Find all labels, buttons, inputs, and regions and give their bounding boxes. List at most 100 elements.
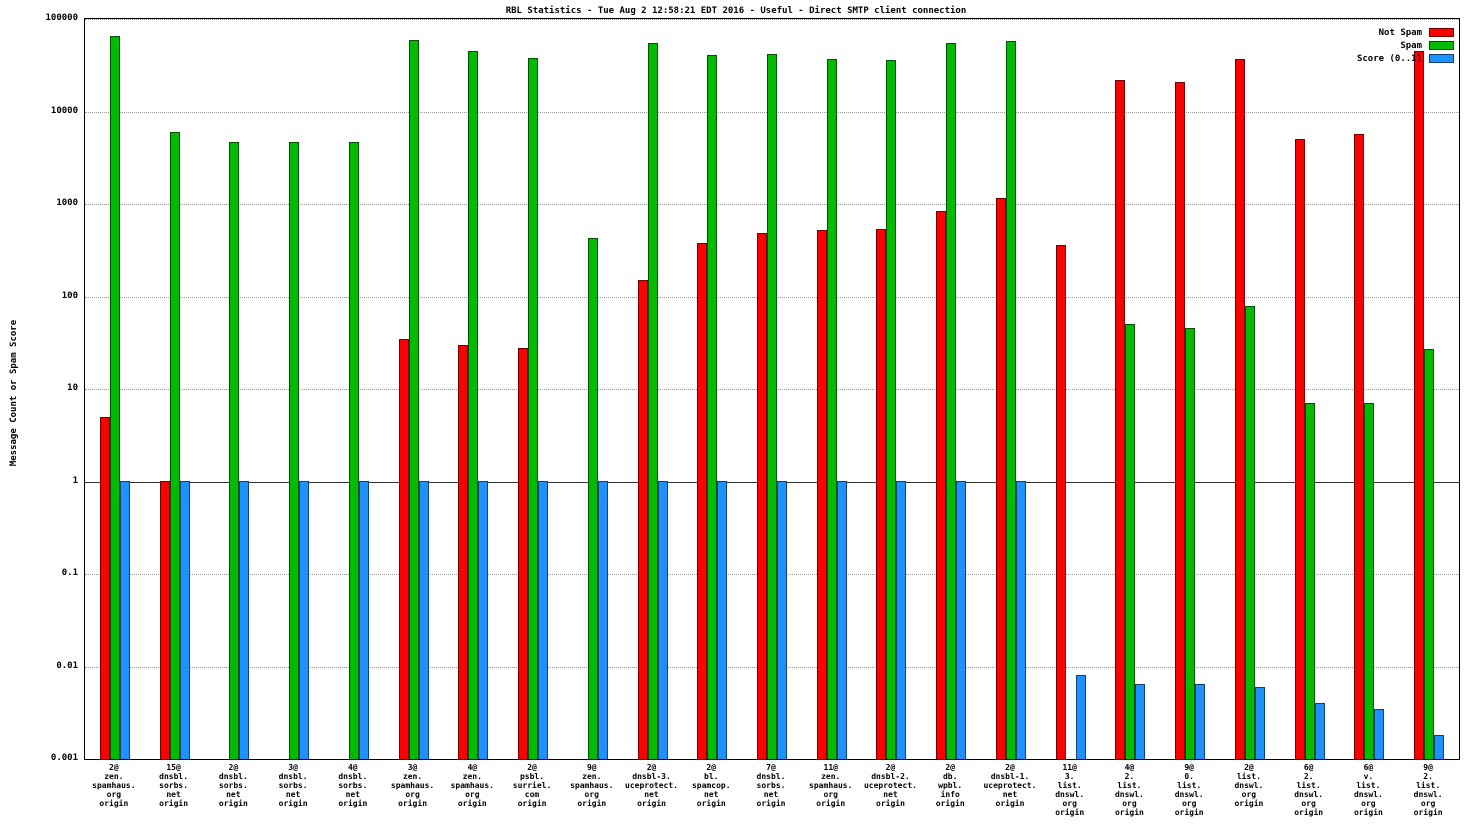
bar-score-0-1 — [478, 481, 488, 759]
legend-swatch — [1429, 41, 1454, 50]
bar-score-0-1 — [239, 481, 249, 759]
x-tick-label: 11@ zen. spamhaus. org origin — [809, 763, 853, 808]
x-tick-label: 2@ dnsbl. sorbs. net origin — [218, 763, 248, 808]
bar-spam — [588, 238, 598, 759]
x-tick-label: 2@ list. dnswl. org origin — [1234, 763, 1264, 808]
bar-not-spam — [697, 243, 707, 759]
y-tick-label: 10 — [67, 383, 78, 393]
bar-spam — [1364, 403, 1374, 759]
bar-score-0-1 — [299, 481, 309, 759]
bar-spam — [1305, 403, 1315, 759]
x-tick-label: 6@ 2. list. dnswl. org origin — [1294, 763, 1324, 817]
bar-not-spam — [638, 280, 648, 759]
bar-not-spam — [1295, 139, 1305, 759]
legend: Not Spam Spam Score (0..1) — [1357, 26, 1454, 65]
x-tick-label: 4@ zen. spamhaus. org origin — [450, 763, 494, 808]
bar-not-spam — [458, 345, 468, 759]
bar-spam — [528, 58, 538, 759]
bar-spam — [648, 43, 658, 759]
bar-spam — [827, 59, 837, 759]
bar-score-0-1 — [1195, 684, 1205, 759]
bar-score-0-1 — [658, 481, 668, 759]
legend-label: Not Spam — [1378, 27, 1422, 38]
x-tick-label: 15@ dnsbl. sorbs. net origin — [159, 763, 189, 808]
bar-not-spam — [1056, 245, 1066, 759]
bar-not-spam — [100, 417, 110, 759]
x-tick-label: 6@ v. list. dnswl. org origin — [1353, 763, 1383, 817]
bar-score-0-1 — [419, 481, 429, 759]
y-tick-label: 10000 — [50, 106, 78, 116]
bar-score-0-1 — [180, 481, 190, 759]
bar-score-0-1 — [777, 481, 787, 759]
y-axis-label: Message Count or Spam Score — [9, 319, 19, 467]
x-tick-label: 3@ dnsbl. sorbs. net origin — [278, 763, 308, 808]
bar-not-spam — [1414, 51, 1424, 759]
bar-spam — [110, 36, 120, 759]
legend-swatch — [1429, 28, 1454, 37]
x-tick-label: 2@ psbl. surriel. com origin — [512, 763, 552, 808]
x-tick-label: 9@ zen. spamhaus. org origin — [570, 763, 614, 808]
bar-score-0-1 — [1076, 675, 1086, 759]
bar-spam — [707, 55, 717, 759]
x-tick-label: 2@ zen. spamhaus. org origin — [92, 763, 136, 808]
y-tick-label: 1000 — [56, 198, 78, 208]
y-tick-label: 0.1 — [61, 568, 78, 578]
legend-label: Score (0..1) — [1356, 53, 1422, 64]
bar-spam — [767, 54, 777, 759]
bar-spam — [170, 132, 180, 759]
bar-not-spam — [876, 229, 886, 759]
bar-not-spam — [1235, 59, 1245, 759]
gridline — [85, 19, 1459, 20]
bar-not-spam — [1115, 80, 1125, 759]
bar-not-spam — [936, 211, 946, 759]
legend-entry: Score (0..1) — [1357, 52, 1454, 65]
bar-spam — [1006, 41, 1016, 759]
bar-spam — [409, 40, 419, 759]
bar-spam — [289, 142, 299, 759]
legend-entry: Not Spam — [1357, 26, 1454, 39]
bar-score-0-1 — [598, 481, 608, 759]
bar-not-spam — [817, 230, 827, 759]
bar-score-0-1 — [538, 481, 548, 759]
bar-score-0-1 — [1315, 703, 1325, 759]
bar-not-spam — [1354, 134, 1364, 759]
bar-spam — [1125, 324, 1135, 759]
x-tick-label: 7@ dnsbl. sorbs. net origin — [756, 763, 786, 808]
bar-score-0-1 — [956, 481, 966, 759]
legend-entry: Spam — [1357, 39, 1454, 52]
x-tick-label: 2@ dnsbl-2. uceprotect. net origin — [863, 763, 917, 808]
y-tick-label: 0.001 — [50, 753, 78, 763]
x-tick-label: 3@ zen. spamhaus. org origin — [390, 763, 435, 808]
bar-spam — [468, 51, 478, 759]
bar-spam — [1424, 349, 1434, 759]
bar-score-0-1 — [120, 481, 130, 759]
bar-spam — [1245, 306, 1255, 759]
bar-spam — [886, 60, 896, 759]
x-tick-label: 11@ 3. list. dnswl. org origin — [1055, 763, 1085, 817]
bar-not-spam — [1175, 82, 1185, 759]
x-tick-label: 2@ db. wpbl. info origin — [935, 763, 965, 808]
bar-score-0-1 — [837, 481, 847, 759]
y-tick-label: 0.01 — [56, 661, 78, 671]
bar-score-0-1 — [1255, 687, 1265, 759]
chart-title: RBL Statistics - Tue Aug 2 12:58:21 EDT … — [505, 6, 967, 16]
x-tick-label: 9@ 0. list. dnswl. org origin — [1174, 763, 1204, 817]
bar-spam — [229, 142, 239, 759]
bar-score-0-1 — [1016, 481, 1026, 759]
bar-score-0-1 — [1374, 709, 1384, 759]
bar-score-0-1 — [896, 481, 906, 759]
x-tick-label: 2@ dnsbl-1. uceprotect. net origin — [983, 763, 1037, 808]
bar-not-spam — [399, 339, 409, 759]
y-tick-label: 100 — [61, 291, 78, 301]
x-tick-label: 2@ dnsbl-3. uceprotect. net origin — [625, 763, 678, 808]
bar-spam — [349, 142, 359, 759]
x-tick-label: 9@ 2. list. dnswl. org origin — [1413, 763, 1443, 817]
bar-spam — [1185, 328, 1195, 759]
bar-not-spam — [160, 481, 170, 759]
bar-score-0-1 — [1135, 684, 1145, 759]
bar-not-spam — [757, 233, 767, 759]
bar-score-0-1 — [359, 481, 369, 759]
legend-swatch — [1429, 54, 1454, 63]
y-tick-label: 1 — [72, 476, 78, 486]
